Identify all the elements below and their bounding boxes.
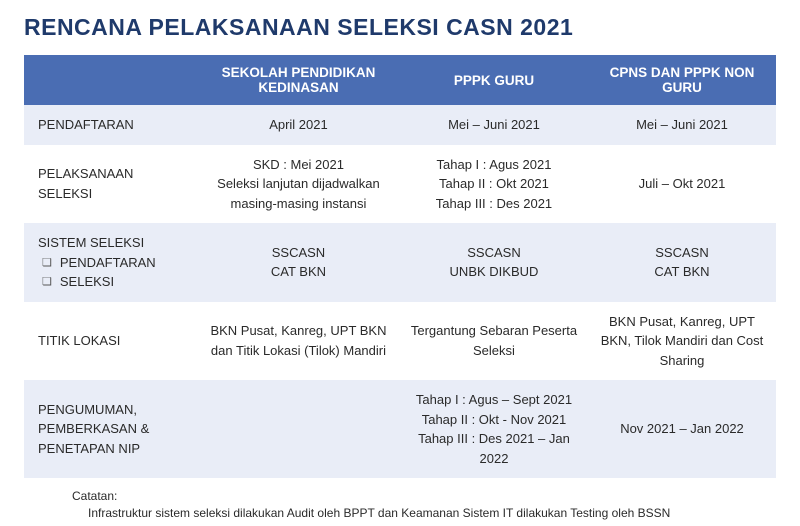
page-title: RENCANA PELAKSANAAN SELEKSI CASN 2021 (24, 14, 776, 41)
row-label: SISTEM SELEKSI PENDAFTARAN SELEKSI (24, 223, 197, 302)
cell: Tahap I : Agus 2021 Tahap II : Okt 2021 … (400, 145, 588, 224)
row-label: PELAKSANAAN SELEKSI (24, 145, 197, 224)
cell: SSCASN CAT BKN (197, 223, 400, 302)
table-header-row: SEKOLAH PENDIDIKAN KEDINASAN PPPK GURU C… (24, 55, 776, 105)
col-header-cpns-nonguru: CPNS DAN PPPK NON GURU (588, 55, 776, 105)
row-label: TITIK LOKASI (24, 302, 197, 381)
cell (197, 380, 400, 478)
footer-note-text: Infrastruktur sistem seleksi dilakukan A… (72, 505, 776, 522)
cell: Tahap I : Agus – Sept 2021 Tahap II : Ok… (400, 380, 588, 478)
schedule-table: SEKOLAH PENDIDIKAN KEDINASAN PPPK GURU C… (24, 55, 776, 478)
footer-note: Catatan: Infrastruktur sistem seleksi di… (24, 488, 776, 522)
cell: Mei – Juni 2021 (400, 105, 588, 145)
row-label: PENGUMUMAN, PEMBERKASAN & PENETAPAN NIP (24, 380, 197, 478)
cell: Juli – Okt 2021 (588, 145, 776, 224)
cell: BKN Pusat, Kanreg, UPT BKN dan Titik Lok… (197, 302, 400, 381)
cell: Mei – Juni 2021 (588, 105, 776, 145)
cell: Tergantung Sebaran Peserta Seleksi (400, 302, 588, 381)
row-label-sub-pendaftaran: PENDAFTARAN (38, 253, 189, 273)
cell: SSCASN CAT BKN (588, 223, 776, 302)
cell: SKD : Mei 2021 Seleksi lanjutan dijadwal… (197, 145, 400, 224)
col-header-kedinasan: SEKOLAH PENDIDIKAN KEDINASAN (197, 55, 400, 105)
cell: SSCASN UNBK DIKBUD (400, 223, 588, 302)
footer-note-label: Catatan: (72, 488, 776, 505)
row-label-sub-seleksi: SELEKSI (38, 272, 189, 292)
cell: BKN Pusat, Kanreg, UPT BKN, Tilok Mandir… (588, 302, 776, 381)
row-titik-lokasi: TITIK LOKASI BKN Pusat, Kanreg, UPT BKN … (24, 302, 776, 381)
row-label-main: SISTEM SELEKSI (38, 235, 144, 250)
row-pendaftaran: PENDAFTARAN April 2021 Mei – Juni 2021 M… (24, 105, 776, 145)
row-pengumuman: PENGUMUMAN, PEMBERKASAN & PENETAPAN NIP … (24, 380, 776, 478)
row-sistem-seleksi: SISTEM SELEKSI PENDAFTARAN SELEKSI SSCAS… (24, 223, 776, 302)
row-label: PENDAFTARAN (24, 105, 197, 145)
row-pelaksanaan-seleksi: PELAKSANAAN SELEKSI SKD : Mei 2021 Selek… (24, 145, 776, 224)
col-header-blank (24, 55, 197, 105)
cell: Nov 2021 – Jan 2022 (588, 380, 776, 478)
cell: April 2021 (197, 105, 400, 145)
col-header-pppk-guru: PPPK GURU (400, 55, 588, 105)
